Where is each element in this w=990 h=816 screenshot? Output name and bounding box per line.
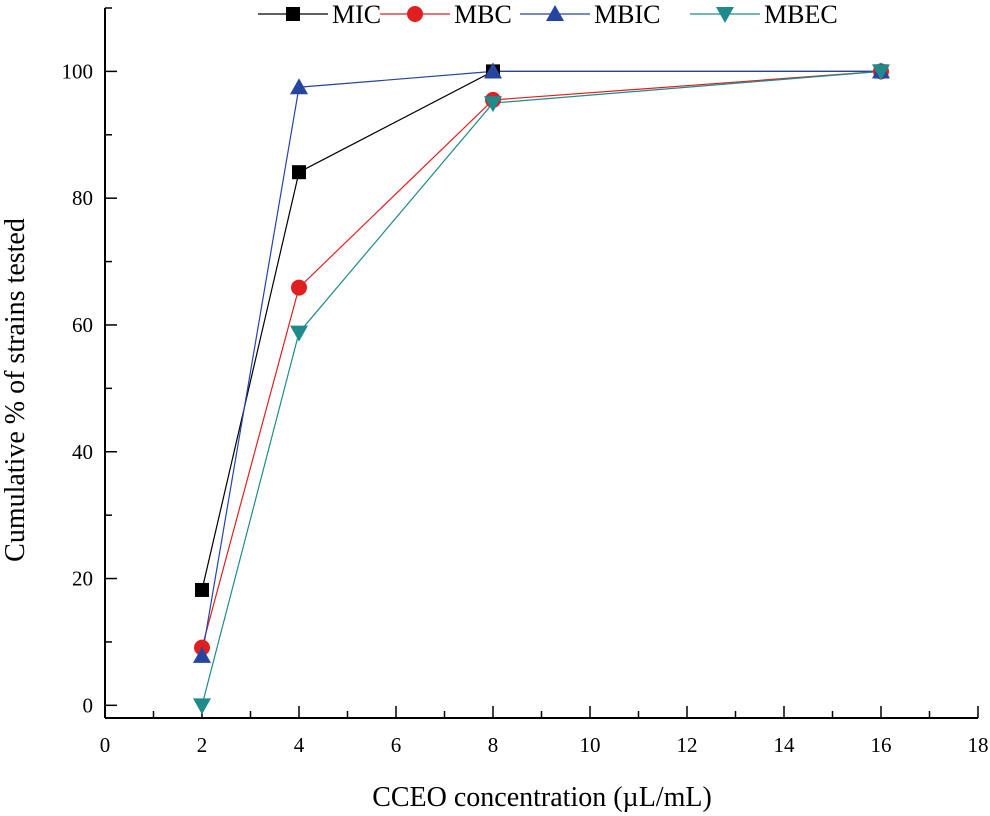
data-point-mbec	[484, 96, 502, 113]
x-tick-label: 0	[100, 733, 111, 757]
data-point-mbc	[291, 279, 307, 296]
x-tick-label: 16	[871, 733, 892, 757]
legend-marker-mbic	[546, 5, 564, 21]
y-tick-label: 100	[62, 59, 94, 83]
data-point-mbic	[193, 646, 211, 663]
series-line-mbic	[201, 70, 881, 656]
x-tick-label: 6	[391, 733, 402, 757]
y-tick-label: 40	[72, 440, 93, 464]
x-tick-label: 18	[968, 733, 989, 757]
x-tick-label: 12	[677, 733, 698, 757]
x-tick-label: 4	[294, 733, 305, 757]
data-point-mbic	[484, 62, 502, 79]
legend-label-mbec: MBEC	[764, 0, 838, 29]
data-point-mbec	[193, 698, 211, 715]
legend: MIC MBC MBIC MBEC	[258, 0, 838, 29]
y-tick-label: 20	[72, 567, 93, 591]
series-line-mbc	[201, 70, 882, 648]
legend-label-mbc: MBC	[454, 0, 512, 29]
series-layer	[193, 62, 890, 715]
x-tick-label: 14	[774, 733, 796, 757]
data-point-mbec	[872, 64, 890, 81]
legend-label-mic: MIC	[332, 0, 381, 29]
data-point-mic	[292, 165, 306, 180]
x-tick-label: 8	[488, 733, 499, 757]
y-axis-title: Cumulative % of strains tested	[0, 218, 31, 562]
legend-marker-mic	[286, 7, 300, 21]
axes: 0 2 4 6 8 10 12 14 16 18 0 20 40 60 80 100	[62, 7, 989, 757]
y-tick-label: 60	[72, 313, 93, 337]
legend-label-mbic: MBIC	[594, 0, 660, 29]
data-point-mic	[195, 582, 209, 597]
data-point-mbic	[290, 78, 308, 95]
series-line-mbec	[201, 70, 882, 706]
x-tick-label: 10	[580, 733, 601, 757]
y-tick-label: 80	[72, 186, 93, 210]
x-axis-title: CCEO concentration (µL/mL)	[372, 782, 712, 813]
y-tick-label: 0	[83, 693, 94, 717]
legend-marker-mbc	[407, 6, 423, 22]
legend-marker-mbec	[716, 7, 734, 23]
data-point-mbec	[290, 325, 308, 342]
x-tick-label: 2	[197, 733, 208, 757]
